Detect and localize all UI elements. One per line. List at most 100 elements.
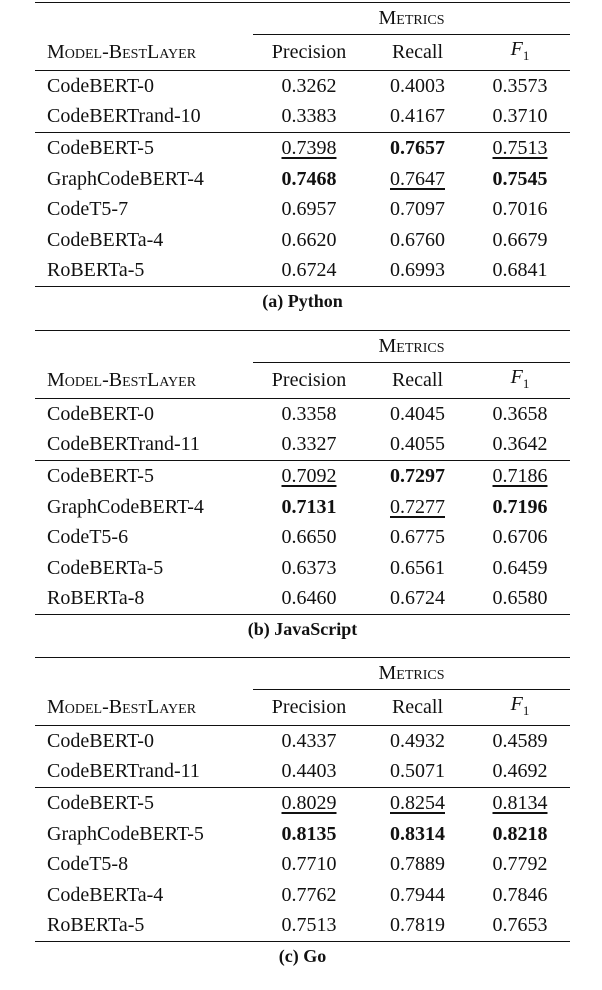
metric-value: 0.4003 [365, 70, 470, 101]
cell-text: 0.4003 [390, 74, 445, 97]
cell-text: 0.6460 [281, 587, 337, 610]
cell-text: CodeBERT-5 [47, 792, 154, 815]
cell-text: 0.4045 [390, 402, 445, 425]
cell-text: 0.7889 [390, 853, 445, 876]
cell-text: 0.6993 [390, 259, 445, 282]
cell-text: 0.7468 [281, 167, 337, 190]
cell-text: 0.7398 [281, 137, 337, 160]
data-row: CodeBERTrand-11 0.4403 0.5071 0.4692 [35, 756, 570, 787]
header-row: Model-BestLayer Precision Recall F1 [35, 34, 571, 71]
column-header: Recall [365, 34, 470, 71]
data-row: CodeT5-8 0.7710 0.7889 0.7792 [35, 849, 570, 880]
metric-value: 0.8029 [253, 786, 365, 819]
header-row: Metrics [35, 2, 571, 35]
metric-value: 0.7792 [470, 849, 570, 880]
cell-text: GraphCodeBERT-4 [47, 167, 204, 190]
cell-text: 0.7513 [492, 137, 548, 160]
cell-text: 0.4055 [390, 433, 445, 456]
cell-text: 0.7819 [390, 914, 445, 937]
model-name: CodeT5-6 [35, 522, 253, 553]
cell-text: 0.8135 [281, 822, 337, 845]
cell-text: 0.6580 [492, 587, 548, 610]
cell-text: GraphCodeBERT-5 [47, 822, 204, 845]
cell-text: RoBERTa-5 [47, 259, 145, 282]
caption: (c) Go [35, 946, 570, 967]
cell-text: 0.7186 [492, 465, 548, 488]
data-row: GraphCodeBERT-4 0.7468 0.7647 0.7545 [35, 163, 570, 194]
empty-cell [35, 330, 253, 363]
cell-text: CodeBERTa-4 [47, 228, 164, 251]
model-name: CodeT5-7 [35, 194, 253, 225]
column-header-sub: 1 [522, 702, 530, 718]
cell-text: CodeBERTrand-10 [47, 105, 201, 128]
metric-value: 0.7545 [470, 163, 570, 194]
cell-text: 0.7792 [492, 853, 548, 876]
metric-value: 0.7762 [253, 880, 365, 911]
cell-text: 0.6775 [390, 526, 445, 549]
metric-value: 0.6650 [253, 522, 365, 553]
group-header: Metrics [253, 330, 571, 363]
metric-value: 0.4045 [365, 398, 470, 429]
data-row: CodeBERT-5 0.8029 0.8254 0.8134 [35, 786, 571, 819]
metric-value: 0.7819 [365, 910, 470, 942]
metric-value: 0.7846 [470, 880, 570, 911]
metric-value: 0.6679 [470, 225, 570, 256]
data-row: CodeBERT-0 0.3358 0.4045 0.3658 [35, 398, 570, 429]
model-name: CodeBERTa-4 [35, 880, 253, 911]
cell-text: 0.7092 [281, 465, 337, 488]
table-block: Metrics Model-BestLayer Precision Recall F1 C… [35, 657, 571, 967]
metric-value: 0.8135 [253, 818, 365, 849]
cell-text: 0.8218 [492, 822, 548, 845]
metric-value: 0.7097 [365, 194, 470, 225]
model-name: RoBERTa-8 [35, 583, 253, 615]
column-header: Recall [365, 362, 470, 399]
model-name: CodeBERT-0 [35, 398, 253, 429]
data-row: CodeBERTa-4 0.6620 0.6760 0.6679 [35, 225, 570, 256]
cell-text: 0.3262 [281, 74, 337, 97]
metric-value: 0.6841 [470, 255, 571, 287]
metric-value: 0.7398 [253, 131, 365, 164]
group-header: Metrics [253, 2, 571, 35]
cell-text: 0.7513 [281, 914, 337, 937]
cell-text: 0.3658 [492, 402, 548, 425]
data-row: GraphCodeBERT-5 0.8135 0.8314 0.8218 [35, 818, 570, 849]
column-header: F1 [470, 689, 571, 726]
cell-text: CodeT5-6 [47, 526, 129, 549]
cell-text: 0.8314 [390, 822, 445, 845]
column-header-sub: 1 [522, 47, 530, 63]
caption: (b) JavaScript [35, 619, 570, 640]
metric-value: 0.3358 [253, 398, 365, 429]
metric-value: 0.8218 [470, 818, 570, 849]
model-name: CodeBERT-5 [35, 131, 253, 164]
metric-value: 0.6706 [470, 522, 570, 553]
cell-text: CodeBERT-0 [47, 74, 154, 97]
cell-text: 0.6724 [390, 587, 445, 610]
cell-text: RoBERTa-8 [47, 587, 145, 610]
metric-value: 0.4932 [365, 725, 470, 756]
metric-value: 0.6561 [365, 553, 470, 584]
header-row: Model-BestLayer Precision Recall F1 [35, 689, 571, 726]
cell-text: GraphCodeBERT-4 [47, 495, 204, 518]
cell-text: 0.7545 [492, 167, 548, 190]
data-row: CodeBERT-5 0.7398 0.7657 0.7513 [35, 131, 571, 164]
metric-value: 0.3642 [470, 429, 570, 460]
metric-value: 0.8314 [365, 818, 470, 849]
metric-value: 0.7092 [253, 459, 365, 492]
metric-value: 0.3710 [470, 101, 570, 132]
results-table: Metrics Model-BestLayer Precision Recall F1 C… [35, 2, 571, 287]
cell-text: 0.6679 [492, 228, 548, 251]
metric-value: 0.8254 [365, 786, 470, 819]
cell-text: 0.4692 [492, 760, 548, 783]
caption-text: JavaScript [274, 618, 358, 639]
metric-value: 0.7277 [365, 491, 470, 522]
cell-text: 0.8254 [390, 792, 445, 815]
model-name: CodeBERTa-5 [35, 553, 253, 584]
metric-value: 0.7513 [470, 131, 571, 164]
metric-value: 0.7653 [470, 910, 571, 942]
cell-text: CodeBERTrand-11 [47, 433, 200, 456]
caption-text: Go [303, 945, 327, 966]
metric-value: 0.6620 [253, 225, 365, 256]
column-header: Recall [365, 689, 470, 726]
cell-text: 0.4589 [492, 729, 548, 752]
